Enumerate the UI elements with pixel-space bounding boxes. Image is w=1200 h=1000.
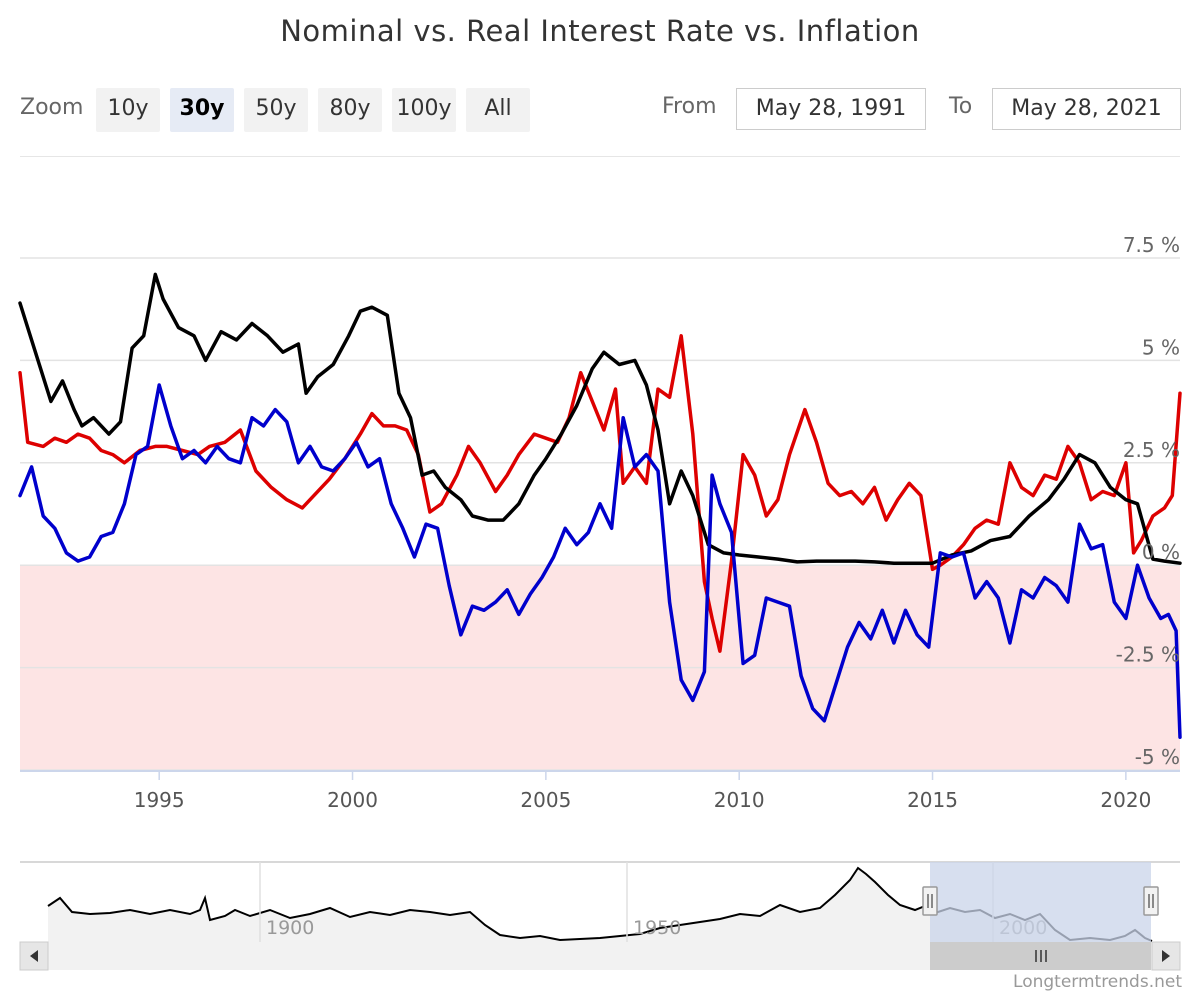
real-series-line <box>18 383 1182 739</box>
navigator-left-handle[interactable] <box>922 886 938 916</box>
zoom-50y-button[interactable]: 50y <box>244 88 308 132</box>
y-tick-label: 0 % <box>1142 540 1180 564</box>
zoom-label: Zoom <box>20 95 84 120</box>
credit-link[interactable]: Longtermtrends.net <box>1013 972 1182 992</box>
zoom-30y-button[interactable]: 30y <box>170 88 234 132</box>
x-tick-label: 2015 <box>907 788 958 812</box>
navigator-tick-label: 1900 <box>266 917 314 939</box>
navigator[interactable]: 190019502000 <box>19 861 1181 971</box>
zoom-80y-button[interactable]: 80y <box>318 88 382 132</box>
from-label: From <box>662 94 717 119</box>
x-tick-label: 1995 <box>134 788 185 812</box>
x-tick-label: 2000 <box>327 788 378 812</box>
arrow-left-icon <box>30 950 38 962</box>
navigator-selection[interactable] <box>930 862 1151 942</box>
from-date-input[interactable]: May 28, 1991 <box>736 88 926 130</box>
y-tick-label: 7.5 % <box>1123 233 1180 257</box>
navigator-right-handle[interactable] <box>1143 886 1159 916</box>
y-tick-label: -5 % <box>1135 745 1180 769</box>
to-date-input[interactable]: May 28, 2021 <box>992 88 1181 130</box>
y-tick-label: 2.5 % <box>1123 438 1180 462</box>
x-tick-label: 2010 <box>714 788 765 812</box>
arrow-right-icon <box>1162 950 1170 962</box>
to-label: To <box>949 94 973 119</box>
scroll-left-button[interactable] <box>19 941 49 971</box>
chart-title: Nominal vs. Real Interest Rate vs. Infla… <box>280 14 920 48</box>
zoom-all-button[interactable]: All <box>466 88 530 132</box>
scroll-right-button[interactable] <box>1151 941 1181 971</box>
y-tick-label: -2.5 % <box>1116 643 1180 667</box>
series-layer <box>18 272 1182 739</box>
axes-layer: -5 % -2.5 % 0 % 2.5 % 5 % 7.5 % 1995 2000 2005 20… <box>20 233 1180 812</box>
x-tick-label: 2020 <box>1100 788 1151 812</box>
inflation-series-line <box>18 334 1182 653</box>
navigator-tick-label: 1950 <box>633 917 681 939</box>
y-tick-label: 5 % <box>1142 335 1180 359</box>
zoom-10y-button[interactable]: 10y <box>96 88 160 132</box>
toolbar-separator <box>20 156 1180 157</box>
navigator-area <box>48 868 1152 942</box>
zoom-100y-button[interactable]: 100y <box>392 88 456 132</box>
x-tick-label: 2005 <box>520 788 571 812</box>
